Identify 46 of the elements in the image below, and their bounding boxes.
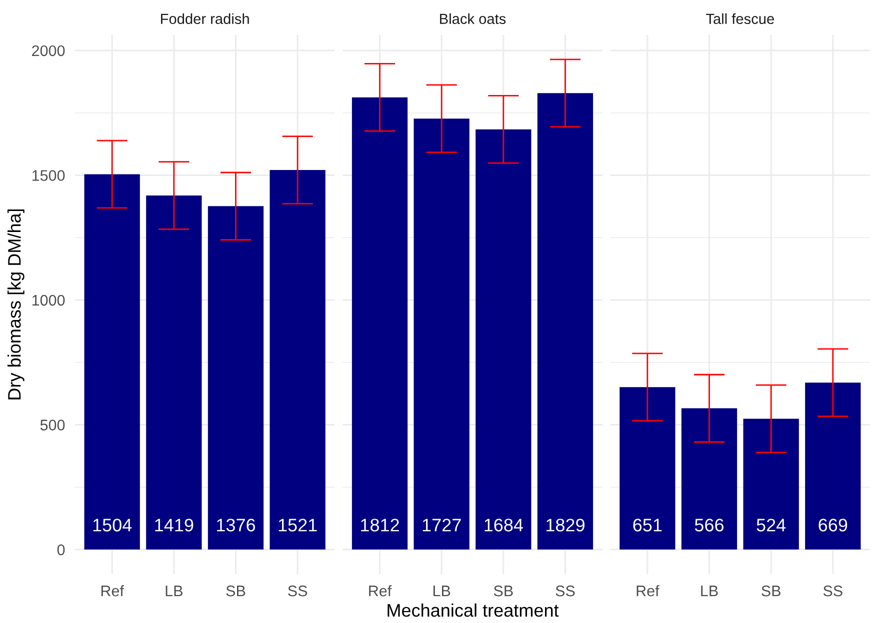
bar	[84, 174, 140, 550]
data-label: 1504	[93, 518, 132, 532]
y-tick-label: 0	[57, 544, 65, 556]
x-tick-label: Ref	[101, 585, 124, 596]
y-axis-title: Dry biomass [kg DM/ha]	[8, 209, 24, 400]
data-label: 524	[756, 518, 786, 532]
chart-title: Tall fescue	[706, 13, 774, 24]
data-label: 1376	[217, 518, 256, 532]
x-tick-label: SB	[494, 586, 513, 596]
bar	[146, 195, 202, 550]
x-tick-label: Ref	[636, 585, 660, 596]
x-tick-label: SS	[823, 586, 842, 596]
data-label: 1727	[422, 518, 461, 532]
data-label: 1829	[546, 518, 584, 532]
bar	[270, 170, 326, 550]
y-tick-label: 1000	[32, 294, 65, 306]
bar	[805, 382, 861, 550]
bar	[476, 129, 532, 550]
y-tick-label: 2000	[32, 45, 65, 56]
data-label: 1684	[484, 518, 523, 532]
bar	[208, 206, 264, 550]
bar	[681, 408, 738, 550]
chart-title: Black oats	[440, 13, 506, 24]
x-tick-label: SS	[556, 586, 575, 596]
bar	[743, 418, 799, 550]
data-label: 1419	[155, 518, 194, 532]
x-tick-label: Ref	[369, 585, 392, 596]
data-label: 566	[694, 518, 724, 532]
x-tick-label: SB	[762, 586, 780, 596]
x-tick-label: LB	[433, 586, 450, 596]
data-label: 1521	[278, 518, 317, 532]
bar	[620, 387, 676, 550]
data-label: 651	[633, 518, 662, 532]
x-tick-label: SS	[288, 586, 308, 596]
data-label: 1812	[361, 518, 399, 532]
x-tick-label: SB	[226, 586, 246, 596]
bar	[537, 93, 594, 550]
bar	[352, 97, 408, 550]
y-tick-label: 500	[40, 420, 65, 430]
data-label: 669	[818, 518, 848, 532]
chart-title: Fodder radish	[161, 13, 249, 24]
x-tick-label: LB	[701, 586, 718, 596]
x-tick-label: LB	[166, 586, 182, 596]
bar	[414, 118, 470, 550]
x-axis-title: Mechanical treatment	[388, 604, 559, 617]
y-tick-label: 1500	[32, 170, 65, 181]
